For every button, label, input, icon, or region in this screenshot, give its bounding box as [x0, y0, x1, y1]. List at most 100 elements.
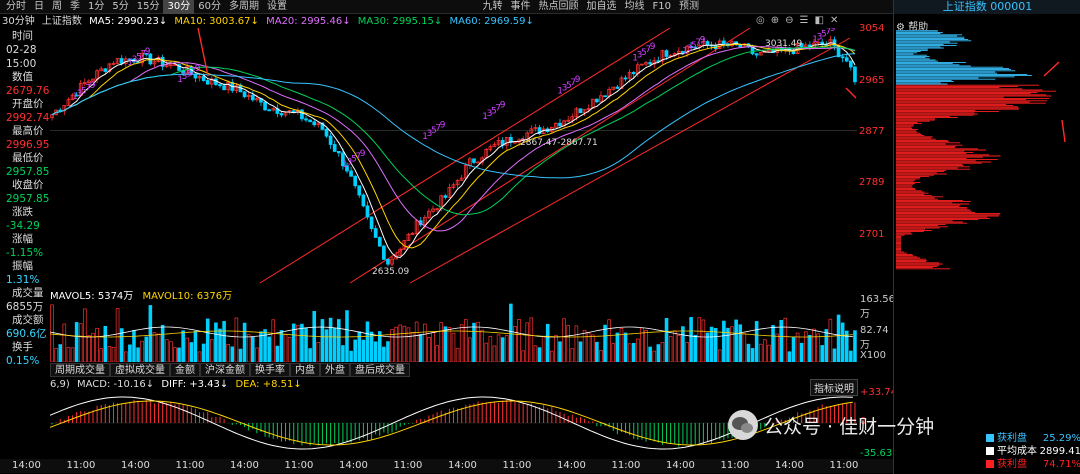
help-link[interactable]: ⚙ 帮助 — [896, 18, 928, 33]
candle — [382, 245, 386, 260]
sub-tab[interactable]: 虚拟成交量 — [110, 363, 170, 377]
volume-bar — [296, 324, 300, 362]
period-tab[interactable]: 季 — [70, 1, 80, 12]
close-icon[interactable]: ✕ — [829, 15, 839, 26]
volume-bar — [746, 343, 751, 362]
volume-bar — [570, 348, 575, 362]
toolbar-button[interactable]: 事件 — [510, 1, 531, 12]
candle — [431, 208, 435, 212]
sub-tab[interactable]: 盘后成交量 — [350, 363, 410, 377]
help-label: 帮助 — [908, 22, 929, 33]
zoom-in-icon[interactable]: ⊕ — [770, 15, 780, 26]
nine-turn-digit: 9 — [500, 101, 506, 111]
ma60-line — [51, 53, 856, 179]
macd-legend: 6,9) MACD: -10.16↓ DIFF: +3.43↓ DEA: +8.… — [50, 379, 306, 390]
sub-tab[interactable]: 沪深金额 — [200, 363, 250, 377]
candle — [554, 122, 558, 128]
volume-bar — [210, 339, 214, 362]
volume-bar — [701, 319, 706, 362]
sub-tab[interactable]: 金额 — [170, 363, 200, 377]
candle — [447, 187, 452, 198]
candlestick-chart[interactable]: 3031.492635.092867.47-2867.7113579135791… — [50, 28, 857, 284]
volume-bar — [70, 347, 75, 362]
nine-turn-digit: 7 — [355, 152, 361, 162]
turnover-label: 换手 — [12, 341, 33, 353]
pct-label: 涨幅 — [12, 233, 33, 245]
sub-tab[interactable]: 周期成交量 — [50, 363, 110, 377]
volume-bar — [500, 337, 505, 362]
candle — [476, 161, 480, 164]
period-tab[interactable]: 设置 — [266, 1, 287, 12]
ma10-value: MA10: 3003.67↓ — [174, 16, 259, 27]
sub-tab[interactable]: 外盘 — [320, 363, 350, 377]
volume-bar — [267, 336, 271, 362]
nine-turn-digit: 5 — [431, 126, 437, 136]
period-tab[interactable]: 15分 — [136, 1, 160, 12]
nine-turn-digit: 5 — [641, 48, 647, 58]
period-tab[interactable]: 60分 — [198, 1, 221, 12]
volume-bar — [541, 336, 546, 362]
zoom-out-icon[interactable]: ⊖ — [785, 15, 794, 26]
nine-turn-digit: 9 — [830, 28, 836, 34]
volume-bar — [435, 345, 439, 362]
toolbar-button[interactable]: 九转 — [482, 1, 503, 12]
period-tab[interactable]: 1分 — [88, 1, 105, 12]
toolbar-button[interactable]: 热点回顾 — [538, 1, 579, 12]
mavol5-value: MAVOL5: 5374万 — [50, 291, 134, 302]
toolbar-button[interactable]: 加自选 — [586, 1, 617, 12]
volume-bar — [492, 345, 497, 362]
candle — [144, 52, 149, 55]
date-value: 02-28 — [6, 44, 37, 56]
candle — [58, 109, 63, 112]
indicator-help-button[interactable]: 指标说明 — [810, 379, 858, 396]
eye-icon[interactable]: ◎ — [756, 15, 765, 26]
ma20-line — [51, 46, 856, 232]
sub-tab[interactable]: 内盘 — [290, 363, 320, 377]
high-value: 2996.95 — [6, 139, 50, 151]
toolbar-button[interactable]: F10 — [652, 1, 671, 12]
candle — [373, 228, 378, 238]
candle — [271, 108, 276, 111]
volume-bar — [156, 333, 161, 362]
volume-bar — [242, 322, 247, 362]
volume-bar — [185, 337, 190, 362]
nine-turn-digit: 1 — [632, 53, 638, 63]
volume-bar — [656, 344, 661, 362]
period-tab[interactable]: 周 — [52, 1, 62, 12]
volume-bar — [758, 343, 763, 362]
candle — [816, 41, 820, 44]
volume-bar — [95, 327, 99, 362]
period-tab[interactable]: 30分 — [163, 0, 195, 14]
chip-legend: 获利盘 25.29% 平均成本 2899.41 获利盘 74.71% — [986, 432, 1080, 471]
volume-bar — [615, 332, 620, 362]
candle — [345, 165, 349, 172]
period-tab[interactable]: 5分 — [112, 1, 129, 12]
volume-bar — [443, 326, 448, 362]
volume-bar — [488, 336, 493, 362]
volume-bar — [545, 323, 550, 362]
time-label: 时间 — [12, 30, 33, 42]
nine-turn-digit: 3 — [487, 109, 493, 119]
toolbar-button[interactable]: 预测 — [679, 1, 699, 12]
period-tab[interactable]: 日 — [34, 1, 44, 12]
volume-bar — [550, 350, 554, 362]
candle — [107, 63, 112, 72]
volume-chart[interactable] — [50, 300, 857, 362]
period-tab[interactable]: 分时 — [6, 1, 26, 12]
volume-bar — [844, 330, 849, 362]
sub-tab[interactable]: 换手率 — [250, 363, 290, 377]
candle — [324, 128, 329, 137]
volume-bar — [820, 345, 824, 362]
candle — [443, 195, 448, 198]
menu-icon[interactable]: ☰ — [799, 15, 809, 26]
toolbar-button[interactable]: 均线 — [624, 1, 645, 12]
volume-bar — [582, 329, 587, 362]
layout-icon[interactable]: ◧ — [814, 15, 824, 26]
ma20-value: MA20: 2995.46↓ — [266, 16, 351, 27]
period-tab[interactable]: 多周期 — [228, 1, 259, 12]
open-value: 2992.74 — [6, 112, 50, 124]
volume-bar — [648, 346, 652, 362]
volume-bar — [709, 326, 714, 362]
nine-turn-digit: 1 — [72, 92, 78, 102]
time-tick: 11:00 — [720, 460, 750, 471]
